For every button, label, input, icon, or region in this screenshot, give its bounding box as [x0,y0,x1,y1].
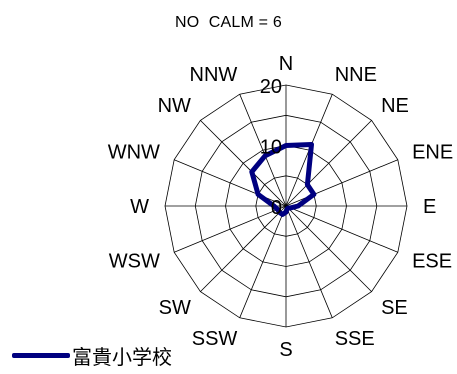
spoke-sse [285,205,333,318]
data-point-s [284,210,288,214]
data-point-sse [286,207,289,210]
data-point-ese [289,206,292,210]
spoke-wsw [174,205,287,253]
spoke-nnw [239,94,287,207]
direction-label-ssw: SSW [192,328,238,350]
data-point-nnw [264,154,267,157]
direction-label-ese: ESE [412,251,452,273]
direction-label-sse: SSE [335,328,375,350]
spoke-ese [285,205,398,253]
radial-tick-10: 10 [260,137,282,159]
direction-label-s: S [279,339,292,361]
spoke-sw [200,205,287,292]
direction-label-ne: NE [381,95,409,117]
direction-label-e: E [423,196,436,218]
data-point-ne [306,183,309,186]
data-point-n [284,144,288,147]
spoke-se [285,205,372,292]
direction-label-nw: NW [158,95,191,117]
data-point-w [272,204,276,208]
legend: 富貴小学校 [12,341,172,370]
radial-tick-0: 0 [271,197,282,219]
spoke-ne [285,120,372,207]
spoke-ssw [239,205,287,318]
spoke-ene [285,159,398,207]
spoke-wnw [174,159,287,207]
direction-label-nne: NNE [335,64,377,86]
legend-label: 富貴小学校 [72,345,172,369]
data-point-nw [250,170,253,173]
calm-label: NO CALM = 6 [175,14,282,31]
data-point-e [296,204,300,208]
direction-label-w: W [130,196,149,218]
direction-label-se: SE [381,297,408,319]
direction-label-sw: SW [159,297,191,319]
data-point-ssw [281,213,284,216]
direction-label-wsw: WSW [109,251,160,273]
spoke-nw [200,120,287,207]
direction-label-ene: ENE [412,141,453,163]
legend-line-swatch [12,353,70,358]
data-point-sw [278,211,281,214]
data-point-nne [310,143,313,146]
data-point-wnw [256,193,260,196]
direction-label-wnw: WNW [108,141,160,163]
direction-label-nnw: NNW [190,64,238,86]
radial-tick-20: 20 [260,76,282,98]
direction-label-n: N [279,53,293,75]
data-point-ene [312,193,316,196]
data-point-wsw [276,208,279,211]
